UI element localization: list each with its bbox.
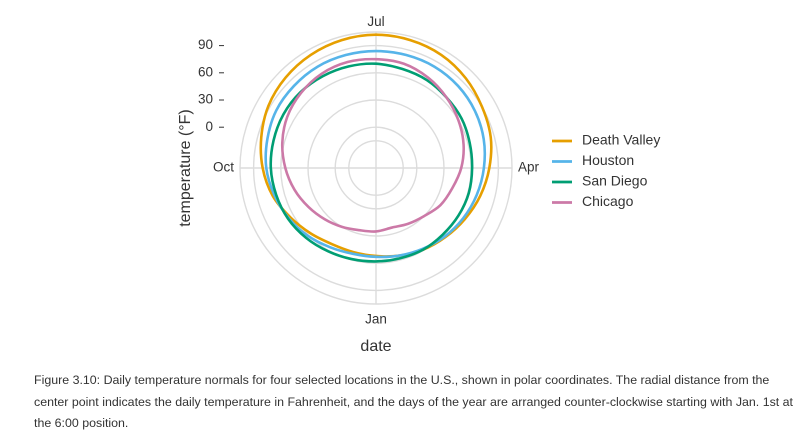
series-line-chicago xyxy=(280,57,465,233)
x-axis-title: date xyxy=(360,338,391,355)
legend-label: Chicago xyxy=(582,193,634,209)
x-tick-label: Jul xyxy=(367,14,384,29)
y-tick-label: 0 xyxy=(205,119,213,134)
series-line-death-valley xyxy=(259,33,493,258)
y-axis-title: temperature (°F) xyxy=(177,109,194,227)
legend-label: Death Valley xyxy=(582,132,660,148)
legend: Death Valley Houston San Diego Chicago xyxy=(552,132,660,209)
y-tick-label: 90 xyxy=(198,37,213,52)
x-tick-label: Apr xyxy=(518,160,540,175)
figure-caption: Figure 3.10: Daily temperature normals f… xyxy=(34,373,793,430)
y-tick-label: 30 xyxy=(198,92,213,107)
series-layer xyxy=(259,33,493,263)
series-line-san-diego xyxy=(269,62,474,263)
label-layer: Jan Apr Jul Oct 0 30 60 90 temperature (°F) date xyxy=(177,14,539,355)
y-tick-label: 60 xyxy=(198,64,213,79)
x-tick-label: Jan xyxy=(365,312,387,327)
x-tick-label: Oct xyxy=(213,160,234,175)
legend-label: San Diego xyxy=(582,173,648,189)
legend-label: Houston xyxy=(582,152,634,168)
